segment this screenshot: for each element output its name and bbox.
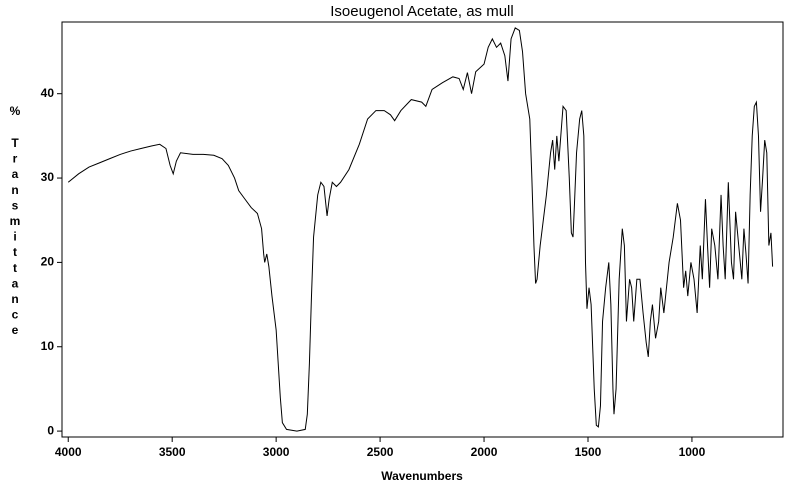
spectrum-line [67,27,774,432]
x-tick-label: 3000 [263,445,290,459]
y-tick-label: 0 [47,423,54,437]
x-tick-label: 1500 [575,445,602,459]
x-axis-label: Wavenumbers [381,469,463,483]
y-tick-label: 20 [41,255,55,269]
chart-title: Isoeugenol Acetate, as mull [330,3,513,20]
x-tick-label: 1000 [679,445,706,459]
x-tick-label: 3500 [159,445,186,459]
y-tick-label: 10 [41,339,55,353]
x-tick-label: 2000 [471,445,498,459]
x-tick-label: 2500 [367,445,394,459]
x-tick-label: 4000 [55,445,82,459]
y-tick-label: 40 [41,86,55,100]
plot-frame [61,21,784,438]
y-tick-label: 30 [41,170,55,184]
